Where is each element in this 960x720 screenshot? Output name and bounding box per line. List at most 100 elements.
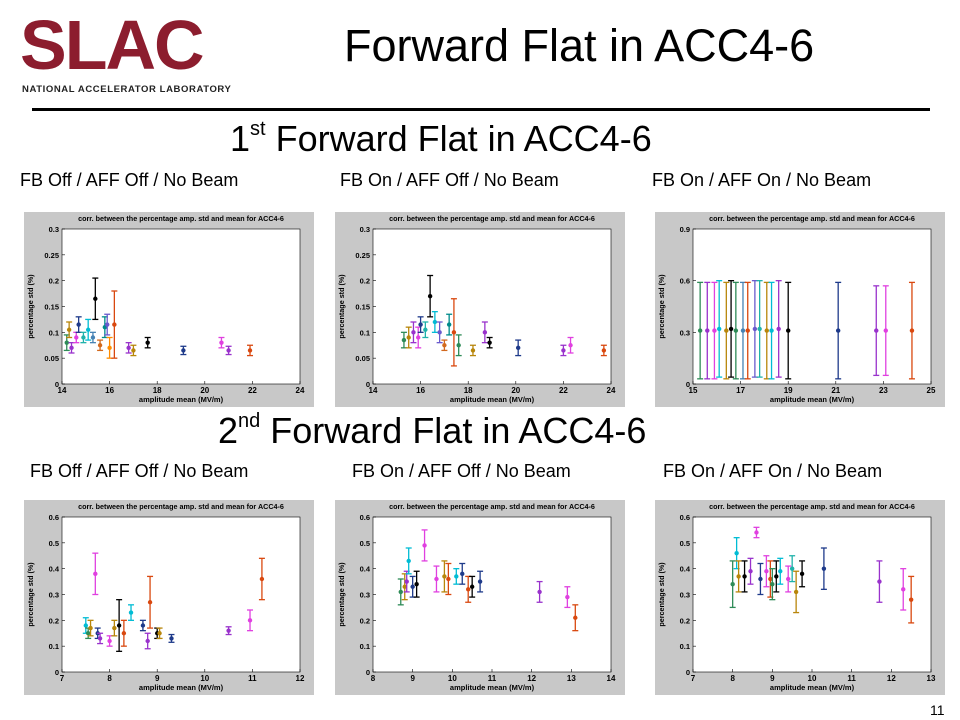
marker (105, 322, 110, 327)
marker (716, 326, 722, 332)
plot-area (692, 228, 932, 385)
data-point (116, 599, 123, 652)
data-point (873, 285, 880, 377)
data-point (767, 560, 774, 598)
x-axis-label: amplitude mean (MV/m) (450, 395, 535, 404)
marker (418, 322, 423, 327)
data-point (80, 331, 87, 344)
caption-1-3: FB On / AFF On / No Beam (652, 170, 872, 190)
data-point (405, 547, 412, 575)
marker (74, 335, 79, 340)
data-point (908, 281, 915, 380)
data-point (753, 526, 760, 539)
marker (908, 597, 914, 602)
marker (877, 579, 882, 584)
data-point (421, 529, 428, 562)
logo-wordmark: SLAC (20, 6, 205, 84)
data-point (763, 555, 770, 588)
x-tick-label: 8 (730, 674, 735, 683)
marker (181, 348, 186, 353)
marker (157, 631, 162, 636)
data-point (144, 632, 151, 650)
y-tick-label: 0 (686, 380, 690, 389)
marker (460, 571, 465, 577)
data-point (125, 342, 132, 354)
marker (411, 330, 416, 335)
x-tick-label: 20 (511, 386, 520, 395)
data-point (729, 560, 736, 609)
marker (764, 569, 769, 574)
x-tick-label: 12 (527, 674, 536, 683)
x-tick-label: 14 (607, 674, 616, 683)
data-point (168, 633, 175, 643)
x-tick-label: 11 (488, 674, 497, 683)
data-point (768, 281, 775, 380)
x-tick-label: 20 (200, 386, 209, 395)
y-axis-label: percentage std (%) (657, 562, 666, 627)
data-point (92, 277, 99, 321)
data-point (427, 274, 434, 318)
marker (748, 569, 753, 574)
marker (90, 335, 96, 340)
marker (451, 330, 457, 335)
section-ordinal: 2 (218, 410, 239, 451)
y-tick-label: 0.05 (355, 354, 370, 363)
y-tick-label: 0.2 (360, 616, 370, 625)
marker (442, 343, 447, 348)
chart-title: corr. between the percentage amp. std an… (389, 214, 595, 223)
x-tick-label: 10 (200, 674, 209, 683)
y-tick-label: 0 (55, 668, 59, 677)
x-tick-label: 9 (410, 674, 415, 683)
marker (742, 574, 747, 579)
data-point (130, 344, 137, 357)
marker (697, 328, 703, 333)
marker (107, 345, 112, 351)
marker (565, 594, 570, 600)
data-point (728, 280, 735, 378)
marker (764, 328, 769, 333)
y-tick-label: 0.3 (49, 591, 59, 600)
marker (402, 584, 407, 589)
y-tick-label: 0.2 (49, 277, 59, 286)
data-point (147, 575, 154, 629)
data-point (469, 575, 476, 598)
chart-title: corr. between the percentage amp. std an… (709, 502, 915, 511)
data-point (567, 336, 574, 354)
x-tick-label: 12 (887, 674, 896, 683)
marker (398, 589, 403, 595)
chart-2-3: corr. between the percentage amp. std an… (655, 500, 945, 695)
y-tick-label: 0.4 (360, 565, 371, 574)
x-axis-label: amplitude mean (MV/m) (770, 683, 855, 692)
section-title-2: 2nd Forward Flat in ACC4-6 (218, 410, 646, 452)
chart-svg: corr. between the percentage amp. std an… (26, 214, 305, 404)
section-ordinal: 1 (230, 118, 251, 159)
marker (901, 587, 906, 592)
data-point (469, 344, 476, 357)
data-point (739, 281, 746, 380)
y-tick-label: 0.15 (44, 303, 59, 312)
marker (789, 566, 795, 571)
data-point (560, 344, 567, 357)
marker (414, 581, 419, 587)
marker (226, 628, 231, 633)
data-point (436, 321, 443, 344)
data-point (410, 321, 417, 344)
caption-1-2: FB On / AFF Off / No Beam (340, 170, 559, 190)
marker (786, 328, 791, 333)
data-point (104, 313, 111, 336)
data-point (756, 280, 763, 378)
marker (97, 343, 103, 348)
x-tick-label: 23 (879, 386, 888, 395)
marker (724, 328, 729, 333)
x-tick-label: 9 (770, 674, 775, 683)
x-tick-label: 24 (607, 386, 616, 395)
marker (835, 328, 841, 333)
marker (487, 340, 492, 345)
data-point (600, 344, 607, 357)
marker (226, 348, 231, 353)
chart-title: corr. between the percentage amp. std an… (709, 214, 915, 223)
data-point (723, 281, 730, 380)
data-point (735, 560, 742, 593)
slac-logo: SLAC NATIONAL ACCELERATOR LABORATORY (20, 6, 262, 95)
y-tick-label: 0.25 (44, 251, 59, 260)
